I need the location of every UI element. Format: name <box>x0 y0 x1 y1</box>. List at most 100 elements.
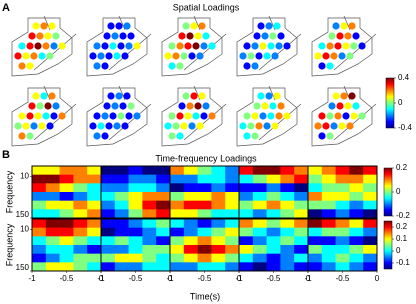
heatmap-cell <box>363 227 378 237</box>
panel-label: A <box>2 2 10 14</box>
electrode <box>125 112 133 120</box>
heatmap-cell <box>156 174 171 184</box>
electrode <box>18 42 26 50</box>
heatmap-cell <box>280 209 295 219</box>
heatmap-cell <box>45 166 60 175</box>
heatmap-cell <box>73 209 88 219</box>
heatmap-cell <box>239 253 254 263</box>
electrode <box>164 52 172 60</box>
electrode <box>350 112 358 120</box>
electrode <box>208 42 216 50</box>
electrode <box>52 102 60 110</box>
heatmap-cell <box>197 227 212 237</box>
heatmap-cell <box>87 219 102 228</box>
electrode <box>50 112 58 120</box>
heatmap-cell <box>183 262 198 272</box>
electrode <box>342 112 350 120</box>
heatmap-cell <box>32 209 47 219</box>
heatmap-cell <box>156 200 171 210</box>
heatmap-cell <box>183 245 198 254</box>
x-tick-label: 0 <box>306 274 311 283</box>
heatmap-cell <box>32 253 47 263</box>
heatmap-cell <box>73 200 88 210</box>
colorbar-tick-label: -0.1 <box>396 258 410 267</box>
heatmap-cell <box>280 227 295 237</box>
heatmap-cell <box>266 253 281 263</box>
heatmap-cell <box>128 236 143 246</box>
heatmap-cell <box>266 174 281 184</box>
heatmap-cell <box>73 262 88 272</box>
electrode <box>271 52 279 60</box>
heatmap-cell <box>211 209 226 219</box>
heatmap-cell <box>252 174 267 184</box>
heatmap-cell <box>45 192 60 201</box>
heatmap-cell <box>101 219 116 228</box>
heatmap-cell <box>363 183 378 193</box>
electrode <box>105 52 113 60</box>
colorbar-tick-label: 0.2 <box>396 163 408 172</box>
heatmap-cell <box>183 192 198 201</box>
heatmap-cell <box>225 253 240 263</box>
heatmap-cell <box>335 236 350 246</box>
electrode <box>314 122 322 130</box>
heatmap-cell <box>87 192 102 201</box>
heatmap-cell <box>114 262 129 272</box>
electrode <box>192 42 200 50</box>
heatmap-cell <box>87 183 102 193</box>
heatmap-cell <box>308 245 323 254</box>
electrode <box>40 22 48 30</box>
heatmap-cell <box>239 200 254 210</box>
heatmap-cell <box>45 183 60 193</box>
heatmap-cell <box>73 183 88 193</box>
heatmap-cell <box>128 183 143 193</box>
electrode <box>322 52 330 60</box>
head-outline <box>86 87 148 147</box>
heatmap-cell <box>32 219 47 228</box>
heatmap-cell <box>280 253 295 263</box>
heatmap-cell <box>363 236 378 246</box>
heatmap-cell <box>142 209 157 219</box>
electrode <box>344 102 352 110</box>
heatmap-cell <box>321 253 336 263</box>
heatmap-cell <box>59 183 74 193</box>
electrode <box>352 102 360 110</box>
heatmap-cell <box>142 166 157 175</box>
chart-title: Spatial Loadings <box>173 2 240 12</box>
electrode <box>101 42 109 50</box>
heatmap-cell <box>294 245 309 254</box>
heatmap-cell <box>363 219 378 228</box>
electrode <box>346 122 354 130</box>
electrode <box>117 112 125 120</box>
electrode <box>42 42 50 50</box>
heatmap-cell <box>59 253 74 263</box>
electrode <box>103 102 111 110</box>
heatmap-cell <box>170 253 185 263</box>
electrode <box>127 102 135 110</box>
heatmap-cell <box>32 200 47 210</box>
heatmap-cell <box>349 219 364 228</box>
heatmap-cell <box>73 166 88 175</box>
electrode <box>97 122 105 130</box>
electrode <box>103 32 111 40</box>
colorbar-tick-label: 0 <box>396 246 401 255</box>
heatmap-cell <box>252 192 267 201</box>
heatmap-cell <box>294 174 309 184</box>
head-outline <box>11 17 73 77</box>
sulcus-line <box>258 103 302 141</box>
electrode <box>200 42 208 50</box>
heatmap-cell <box>294 183 309 193</box>
electrode <box>133 42 141 50</box>
heatmap-cell <box>101 236 116 246</box>
electrode <box>277 32 285 40</box>
electrode <box>109 42 117 50</box>
heatmap-cell <box>335 253 350 263</box>
electrode <box>194 32 202 40</box>
heatmap-cell <box>211 253 226 263</box>
electrode <box>190 22 198 30</box>
electrode <box>168 132 176 140</box>
electrode <box>18 112 26 120</box>
heatmap-cell <box>142 262 157 272</box>
electrode <box>113 122 121 130</box>
heatmap-cell <box>87 236 102 246</box>
heatmap-cell <box>349 262 364 272</box>
